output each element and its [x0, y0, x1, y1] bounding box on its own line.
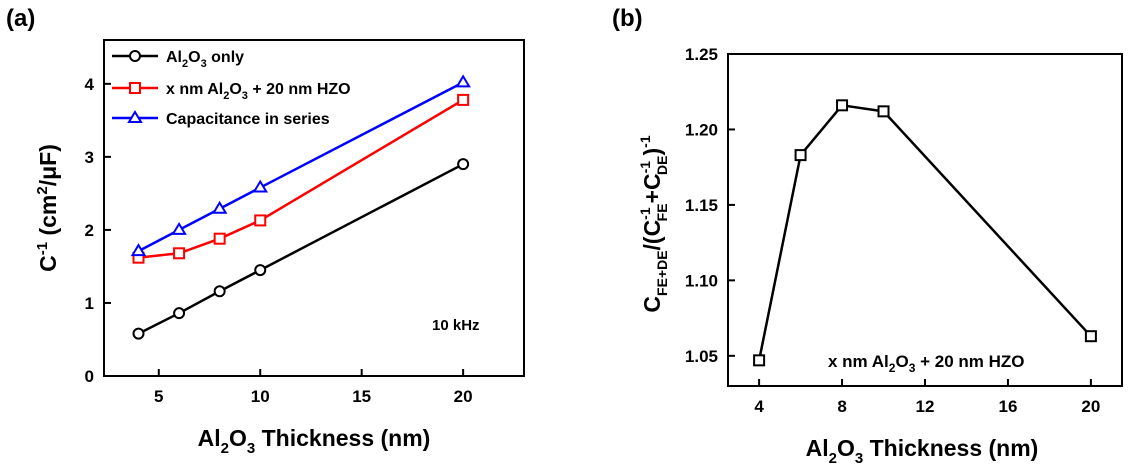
x-tick-label: 10: [251, 387, 270, 406]
x-tick-label: 4: [754, 397, 764, 416]
panel-b-x-axis-title: Al2O3 Thickness (nm): [806, 435, 1039, 467]
data-point-al2o3-only: [457, 158, 470, 171]
data-point-x-nm-al2o3-20-nm-hzo: [254, 214, 267, 227]
panel-a-plot-frame: [103, 39, 525, 377]
panel-b-y-axis-title: CFE+DE/(C-1FE+C-1DE)-1: [637, 135, 670, 312]
legend-item-al2o3-hzo: x nm Al2O3 + 20 nm HZO: [112, 81, 351, 102]
x-tick-label: 20: [1081, 397, 1100, 416]
data-point-series-0: [836, 99, 849, 112]
data-point-series-0: [794, 149, 807, 162]
data-point-x-nm-al2o3-20-nm-hzo: [213, 232, 226, 245]
data-point-capacitance-in-series: [455, 74, 471, 88]
series-line-series-0: [757, 104, 1092, 361]
series-line-capacitance-in-series: [137, 81, 464, 253]
x-tick-label: 20: [454, 387, 473, 406]
panel-a-series-layer: [130, 74, 471, 340]
data-point-capacitance-in-series: [211, 200, 228, 214]
series-line-al2o3-only: [137, 163, 464, 335]
y-tick-label: 2: [85, 221, 94, 240]
panel-a-label: (a): [6, 5, 35, 32]
panel-a-x-axis-title: Al2O3 Thickness (nm): [198, 425, 431, 457]
legend-item-capacitance-in-series: Capacitance in series: [112, 110, 330, 128]
panel-b-y-ticks: 1.05 1.10 1.15 1.20 1.25: [685, 45, 735, 366]
legend-marker-triangle: [127, 110, 143, 123]
y-tick-label: 1.05: [685, 347, 718, 366]
panel-a-y-ticks: 0 1 2 3 4: [85, 75, 111, 386]
data-point-series-0: [877, 105, 890, 118]
panel-a-x-ticks: 5 10 15 20: [154, 369, 473, 406]
legend-label-al2o3-hzo: x nm Al2O3 + 20 nm HZO: [166, 81, 351, 102]
x-tick-label: 16: [998, 397, 1017, 416]
y-tick-label: 3: [85, 148, 94, 167]
panel-a: (a) 5 10 15 20 0 1 2 3 4 Al2O3 Thickness (nm) C…: [6, 5, 525, 457]
series-x-nm-al2o3-20-nm-hzo: [132, 93, 470, 264]
legend-label-capacitance-in-series: Capacitance in series: [166, 111, 330, 128]
data-point-x-nm-al2o3-20-nm-hzo: [173, 247, 186, 260]
legend-item-al2o3-only: Al2O3 only: [112, 49, 244, 70]
y-tick-label: 1.15: [685, 196, 718, 215]
panel-b-label: (b): [612, 5, 643, 32]
y-tick-label: 1.25: [685, 45, 718, 64]
series-capacitance-in-series: [130, 74, 471, 257]
legend-marker-circle: [129, 50, 141, 62]
legend-marker-square: [129, 82, 141, 94]
y-tick-label: 1: [85, 294, 94, 313]
x-tick-label: 12: [916, 397, 935, 416]
x-tick-label: 5: [154, 387, 163, 406]
y-tick-label: 1.20: [685, 120, 718, 139]
series-series-0: [753, 99, 1097, 367]
data-point-x-nm-al2o3-20-nm-hzo: [457, 93, 470, 106]
series-al2o3-only: [132, 158, 470, 340]
panel-b-sample-annotation: x nm Al2O3 + 20 nm HZO: [828, 352, 1025, 375]
data-point-capacitance-in-series: [171, 221, 187, 235]
panel-a-legend: Al2O3 only x nm Al2O3 + 20 nm HZO Capaci…: [112, 49, 351, 128]
panel-b: (b) 4 8 12 16 20 1.05 1.10 1.15 1.20 1.25 Al2O3 …: [612, 5, 1123, 467]
data-point-al2o3-only: [132, 327, 145, 340]
legend-label-al2o3-only: Al2O3 only: [166, 49, 244, 70]
data-point-al2o3-only: [254, 264, 267, 277]
data-point-capacitance-in-series: [130, 243, 147, 257]
panel-a-y-axis-title: C-1 (cm2/μF): [34, 144, 61, 272]
data-point-series-0: [753, 354, 766, 367]
data-point-capacitance-in-series: [252, 179, 268, 193]
panel-b-series-layer: [753, 99, 1097, 367]
data-point-al2o3-only: [173, 307, 186, 320]
x-tick-label: 8: [837, 397, 846, 416]
x-tick-label: 15: [352, 387, 371, 406]
y-tick-label: 0: [85, 367, 94, 386]
y-tick-label: 1.10: [685, 271, 718, 290]
panel-b-x-ticks: 4 8 12 16 20: [754, 379, 1100, 416]
y-tick-label: 4: [85, 75, 95, 94]
data-point-series-0: [1084, 330, 1097, 343]
data-point-al2o3-only: [213, 285, 226, 298]
panel-a-frequency-annotation: 10 kHz: [432, 317, 480, 334]
